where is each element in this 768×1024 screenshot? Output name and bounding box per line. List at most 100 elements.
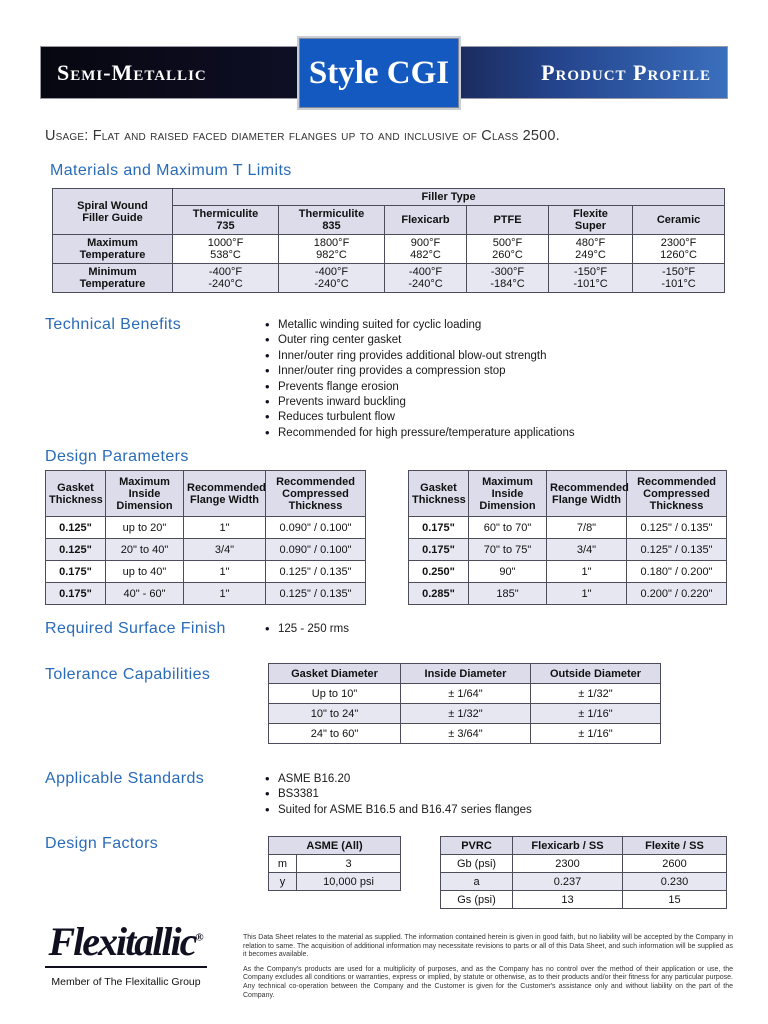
table-cell: ± 1/32" xyxy=(530,683,661,704)
table-cell: 3 xyxy=(295,854,402,873)
table-cell: 0.250" xyxy=(408,560,469,583)
filler-type-header: Filler Type xyxy=(171,188,726,206)
table-cell: 0.175" xyxy=(45,560,106,583)
row-label-max-temperature: Maximum Temperature xyxy=(52,234,173,264)
table-cell: 70" to 75" xyxy=(468,538,547,561)
table-cell: -150°F -101°C xyxy=(631,263,726,293)
table-cell: 0.175" xyxy=(408,516,469,539)
table-cell: 0.125" / 0.135" xyxy=(626,538,727,561)
column-header-gasket-thickness: Gasket Thickness xyxy=(408,470,469,517)
design-right-header-row: Gasket Thickness Maximum Inside Dimensio… xyxy=(408,470,727,517)
table-cell: 7/8" xyxy=(546,516,627,539)
logo-underline xyxy=(45,966,207,968)
table-row: 0.250" 90" 1" 0.180" / 0.200" xyxy=(408,560,727,583)
table-cell: 0.175" xyxy=(408,538,469,561)
design-parameters-table-left: Gasket Thickness Maximum Inside Dimensio… xyxy=(45,470,366,605)
table-cell: 15 xyxy=(622,890,727,909)
table-cell: 3/4" xyxy=(183,538,266,561)
table-row: 0.175" 40" - 60" 1" 0.125" / 0.135" xyxy=(45,582,366,605)
table-cell: 60" to 70" xyxy=(468,516,547,539)
column-header-recommended-compressed-thickness: Recommended Compressed Thickness xyxy=(626,470,727,517)
list-item: Recommended for high pressure/temperatur… xyxy=(265,425,725,441)
list-item: Metallic winding suited for cyclic loadi… xyxy=(265,317,725,333)
table-cell: 1800°F 982°C xyxy=(278,234,385,264)
table-row: 0.125" 20" to 40" 3/4" 0.090" / 0.100" xyxy=(45,538,366,561)
table-cell: 0.125" / 0.135" xyxy=(265,560,366,583)
design-parameters-heading: Design Parameters xyxy=(45,448,189,465)
column-header-thermiculite-735: Thermiculite 735 xyxy=(172,205,279,235)
table-cell: ± 1/64" xyxy=(400,683,531,704)
list-item: Prevents flange erosion xyxy=(265,379,725,395)
table-row: 0.175" up to 40" 1" 0.125" / 0.135" xyxy=(45,560,366,583)
table-cell: 0.175" xyxy=(45,582,106,605)
table-cell: 13 xyxy=(512,890,623,909)
usage-line: Usage: Flat and raised faced diameter fl… xyxy=(45,128,560,144)
materials-table: Spiral Wound Filler Guide Filler Type Th… xyxy=(52,188,726,293)
table-row: 0.285" 185" 1" 0.200" / 0.220" xyxy=(408,582,727,605)
column-header-outside-diameter: Outside Diameter xyxy=(530,663,661,684)
table-cell: 1" xyxy=(546,560,627,583)
column-header-max-inside-dimension: Maximum Inside Dimension xyxy=(105,470,184,517)
design-left-header-row: Gasket Thickness Maximum Inside Dimensio… xyxy=(45,470,366,517)
materials-group-header-row: Spiral Wound Filler Guide Filler Type xyxy=(52,188,726,235)
table-cell: -400°F -240°C xyxy=(172,263,279,293)
table-cell: up to 20" xyxy=(105,516,184,539)
table-cell: -400°F -240°C xyxy=(278,263,385,293)
table-cell: 0.125" / 0.135" xyxy=(626,516,727,539)
table-row: m 3 xyxy=(268,854,402,873)
column-header-gasket-thickness: Gasket Thickness xyxy=(45,470,106,517)
factor-label-y: y xyxy=(268,872,297,891)
table-cell: 1000°F 538°C xyxy=(172,234,279,264)
standards-list: ASME B16.20 BS3381 Suited for ASME B16.5… xyxy=(265,771,665,818)
table-cell: 500°F 260°C xyxy=(466,234,549,264)
table-cell: 0.237 xyxy=(512,872,623,891)
table-row: y 10,000 psi xyxy=(268,872,402,891)
table-cell: 900°F 482°C xyxy=(384,234,467,264)
table-cell: 0.125" / 0.135" xyxy=(265,582,366,605)
table-cell: ± 1/32" xyxy=(400,703,531,724)
table-cell: 185" xyxy=(468,582,547,605)
surface-finish-list: 125 - 250 rms xyxy=(265,621,465,637)
logo-text: Flexitallic xyxy=(48,919,197,964)
table-row: 0.175" 60" to 70" 7/8" 0.125" / 0.135" xyxy=(408,516,727,539)
asme-header-row: ASME (All) xyxy=(267,836,402,855)
table-row: 10" to 24" ± 1/32" ± 1/16" xyxy=(268,703,661,724)
column-header-flexite-ss: Flexite / SS xyxy=(622,836,727,855)
disclaimer-paragraph-2: As the Company's products are used for a… xyxy=(243,965,733,999)
list-item: Inner/outer ring provides a compression … xyxy=(265,363,725,379)
materials-corner-header: Spiral Wound Filler Guide xyxy=(52,188,173,235)
table-cell: 10" to 24" xyxy=(268,703,401,724)
table-cell: 90" xyxy=(468,560,547,583)
tolerance-table: Gasket Diameter Inside Diameter Outside … xyxy=(268,663,661,744)
table-cell: 40" - 60" xyxy=(105,582,184,605)
asme-all-header: ASME (All) xyxy=(267,836,402,855)
column-header-ptfe: PTFE xyxy=(466,205,549,235)
table-cell: 0.090" / 0.100" xyxy=(265,538,366,561)
tolerance-header-row: Gasket Diameter Inside Diameter Outside … xyxy=(268,663,661,684)
list-item: Prevents inward buckling xyxy=(265,394,725,410)
min-temperature-row: Minimum Temperature -400°F -240°C -400°F… xyxy=(52,263,726,293)
table-row: a 0.237 0.230 xyxy=(440,872,727,891)
table-cell: 0.180" / 0.200" xyxy=(626,560,727,583)
table-cell: 0.125" xyxy=(45,516,106,539)
factor-label-a: a xyxy=(440,872,513,891)
technical-benefits-list: Metallic winding suited for cyclic loadi… xyxy=(265,317,725,441)
factor-label-gs: Gs (psi) xyxy=(440,890,513,909)
technical-benefits-heading: Technical Benefits xyxy=(45,316,182,333)
table-cell: 2300 xyxy=(512,854,623,873)
column-header-thermiculite-835: Thermiculite 835 xyxy=(278,205,385,235)
flexitallic-logo: Flexitallic® xyxy=(45,918,207,965)
table-cell: 2600 xyxy=(622,854,727,873)
list-item: Inner/outer ring provides additional blo… xyxy=(265,348,725,364)
column-header-recommended-compressed-thickness: Recommended Compressed Thickness xyxy=(265,470,366,517)
table-row: Gb (psi) 2300 2600 xyxy=(440,854,727,873)
registered-trademark-icon: ® xyxy=(195,931,204,944)
table-cell: -400°F -240°C xyxy=(384,263,467,293)
table-row: Gs (psi) 13 15 xyxy=(440,890,727,909)
table-cell: 10,000 psi xyxy=(295,872,402,891)
table-cell: 0.230 xyxy=(622,872,727,891)
list-item: Outer ring center gasket xyxy=(265,332,725,348)
member-text: Member of The Flexitallic Group xyxy=(51,976,201,988)
table-row: 24" to 60" ± 3/64" ± 1/16" xyxy=(268,723,661,744)
